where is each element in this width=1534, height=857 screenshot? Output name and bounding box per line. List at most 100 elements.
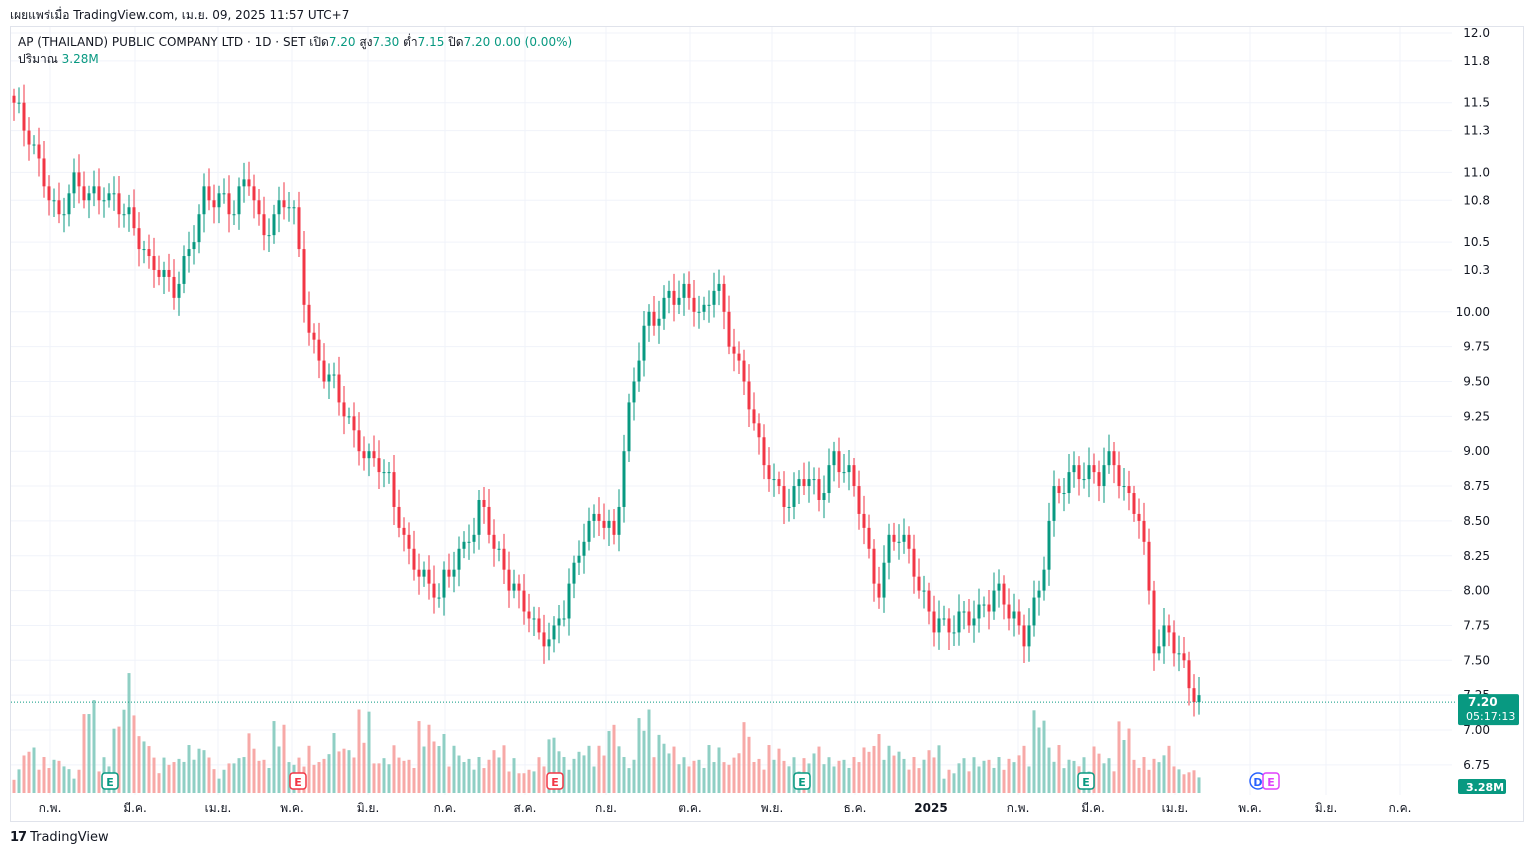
volume-bar	[62, 766, 66, 793]
open-value: 7.20	[328, 35, 356, 49]
candle-body	[107, 193, 111, 201]
volume-bar	[1167, 745, 1171, 793]
volume-bar	[337, 751, 341, 793]
candle-body	[882, 562, 886, 598]
candle-body	[1102, 465, 1106, 487]
volume-bar	[1132, 759, 1136, 793]
candle-body	[1097, 472, 1101, 487]
candle-body	[637, 360, 641, 382]
y-axis: 12.0 11.8 11.5 11.3 11.0 10.8 10.5 10.3 10.00 9.7…	[1456, 26, 1490, 772]
candle-body	[422, 569, 426, 577]
y-tick-label: 9.50	[1463, 375, 1490, 389]
volume-bar	[717, 747, 721, 793]
x-tick-label: ก.พ.	[1007, 801, 1030, 815]
volume-bar	[617, 746, 621, 793]
volume-bar	[787, 766, 791, 793]
volume-bar	[632, 759, 636, 793]
candle-body	[607, 520, 611, 528]
candle-body	[537, 618, 541, 633]
candle-body	[217, 193, 221, 208]
footer[interactable]: 17 TradingView	[10, 830, 109, 845]
candle-body	[782, 486, 786, 507]
volume-bar	[667, 753, 671, 793]
volume-bar	[862, 747, 866, 793]
x-tick-label: ธ.ค.	[844, 801, 867, 815]
close-value: 7.20	[463, 35, 491, 49]
volume-bar	[262, 759, 266, 793]
volume-bar	[497, 757, 501, 793]
candle-body	[927, 590, 931, 612]
candle-body	[12, 95, 16, 103]
candle-body	[1162, 625, 1166, 647]
candle-body	[127, 207, 131, 215]
x-tick-label: พ.ค.	[1238, 801, 1262, 815]
y-tick-label: 7.00	[1463, 723, 1490, 737]
volume-bar	[992, 767, 996, 793]
high-label: สูง	[359, 35, 373, 49]
candle-body	[797, 479, 801, 487]
countdown-value: 05:17:13	[1466, 710, 1515, 723]
y-tick-label: 11.5	[1463, 96, 1490, 110]
volume-bar	[972, 757, 976, 793]
candle-body	[912, 548, 916, 577]
volume-bar	[777, 748, 781, 793]
candle-body	[232, 214, 236, 216]
last-price-tag	[1458, 694, 1519, 726]
marker-label: E	[1267, 776, 1275, 789]
volume-bar	[427, 724, 431, 793]
volume-bar	[647, 709, 651, 793]
candle-body	[707, 304, 711, 306]
volume-bar	[757, 758, 761, 793]
candle-body	[832, 451, 836, 466]
volume-bar	[1122, 739, 1126, 793]
candle-body	[817, 479, 821, 500]
marker-label: E	[294, 776, 302, 789]
volume-bar	[412, 767, 416, 793]
volume-bar	[407, 759, 411, 793]
candle-body	[717, 283, 721, 291]
volume-bar	[1137, 767, 1141, 793]
symbol-title[interactable]: AP (THAILAND) PUBLIC COMPANY LTD · 1D · …	[18, 35, 306, 49]
candle-body	[32, 144, 36, 146]
volume-bar	[502, 745, 506, 793]
volume-bar	[532, 771, 536, 793]
volume-bar	[982, 760, 986, 793]
candle-body	[92, 186, 96, 194]
candle-body	[132, 207, 136, 229]
volume-bar	[747, 736, 751, 793]
candle-body	[397, 506, 401, 528]
candle-body	[427, 569, 431, 584]
volume-bar	[27, 751, 31, 793]
candle-body	[617, 506, 621, 535]
low-label: ต่ำ	[403, 35, 418, 49]
volume-bar	[202, 750, 206, 793]
candle-body	[712, 290, 716, 305]
candle-body	[972, 618, 976, 626]
candle-body	[1017, 611, 1021, 626]
candle-body	[737, 353, 741, 361]
candle-body	[787, 506, 791, 508]
candle-body	[477, 499, 481, 535]
candle-body	[522, 590, 526, 612]
volume-bar	[642, 730, 646, 793]
volume-bar	[822, 764, 826, 793]
volume-bar	[552, 737, 556, 793]
candle-body	[657, 318, 661, 326]
candle-body	[952, 632, 956, 634]
volume-bar	[277, 746, 281, 793]
candle-body	[192, 242, 196, 250]
candle-body	[677, 297, 681, 305]
volume-bar	[32, 747, 36, 793]
candle-body	[1002, 583, 1006, 605]
volume-bar	[482, 768, 486, 793]
volume-label[interactable]: ปริมาณ	[18, 52, 58, 66]
volume-bar	[587, 745, 591, 793]
candle-body	[847, 465, 851, 473]
open-label: เปิด	[309, 35, 329, 49]
volume-bar	[912, 757, 916, 793]
candle-body	[1152, 590, 1156, 654]
volume-bar	[782, 760, 786, 793]
volume-bar	[457, 755, 461, 793]
